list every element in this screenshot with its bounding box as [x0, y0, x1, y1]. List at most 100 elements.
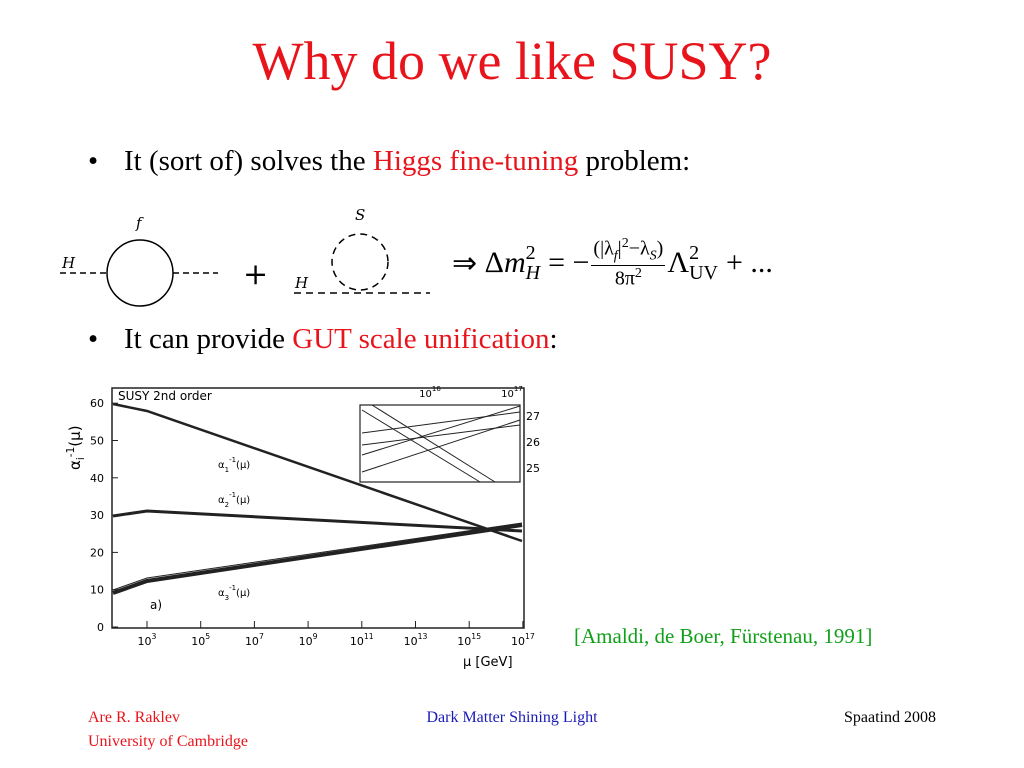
x-tick-label-exponent: 13 [418, 632, 428, 641]
formula-part: H [525, 262, 541, 285]
x-tick-label: 107 [245, 632, 264, 648]
bullet: • It (sort of) solves the Higgs fine-tuni… [88, 145, 690, 178]
y-axis-label-base: α [66, 460, 84, 470]
bullet-text: : [549, 323, 558, 355]
slide-title: Why do we like SUSY? [252, 31, 772, 91]
inset-frame [359, 404, 521, 483]
y-axis-label-sub: i [75, 457, 87, 460]
inset-y-tick-label: 26 [526, 436, 540, 449]
curve-label-base: α [218, 495, 225, 506]
y-tick-label: 20 [90, 546, 104, 559]
x-tick-label-base: 10 [457, 635, 471, 648]
unification-figure: SUSY 2nd order a) μ [GeV] 0 10 20 30 40 50 60 1… [65, 385, 540, 670]
curve-label: α1-1(μ) [218, 456, 250, 474]
inset-x-tick-label-exponent: 16 [432, 385, 441, 393]
feynman-loop-scalar [294, 233, 430, 294]
curve-label: α2-1(μ) [218, 491, 250, 509]
x-tick-label: 103 [138, 632, 157, 648]
formula-part: + ... [726, 246, 773, 280]
inset-x-tick-label-base: 10 [419, 389, 432, 400]
bullet: • It can provide GUT scale unification: [88, 323, 558, 356]
x-tick-label: 1015 [457, 632, 481, 648]
x-tick-label-base: 10 [511, 635, 525, 648]
inset-x-tick-label-exponent: 17 [514, 385, 523, 393]
x-tick-label: 109 [299, 632, 318, 648]
formula-part: 2 [525, 242, 536, 265]
inset-x-tick-label-base: 10 [501, 389, 514, 400]
formula-part: = [548, 246, 565, 280]
formula-part: 8π [614, 267, 635, 290]
y-tick-label: 10 [90, 584, 104, 597]
curve-label-sup: -1 [229, 584, 236, 592]
internal-label: f [135, 214, 144, 232]
bullet-text: problem: [578, 145, 691, 177]
external-label: H [61, 254, 76, 272]
x-tick-label-exponent: 5 [205, 632, 210, 641]
feynman-loop-fermion [60, 239, 218, 307]
curve-label: α3-1(μ) [218, 584, 250, 602]
x-tick-label-exponent: 3 [152, 632, 157, 641]
curve-label-base: α [218, 460, 225, 471]
bullet-text: It (sort of) solves the [124, 145, 373, 177]
formula-part: | [617, 237, 622, 260]
curve-label-base: α [218, 588, 225, 599]
footer-center: Dark Matter Shining Light [426, 709, 598, 726]
x-tick-label-base: 10 [191, 635, 205, 648]
x-tick-label: 1013 [404, 632, 428, 648]
formula-part: −λ [628, 237, 650, 260]
formula-part: − [572, 246, 590, 280]
external-label: H [294, 274, 309, 292]
y-tick-label: 50 [90, 435, 104, 448]
y-axis-label-sup: -1 [65, 447, 77, 457]
x-tick-label-exponent: 9 [313, 632, 318, 641]
citation: [Amaldi, de Boer, Fürstenau, 1991] [574, 624, 873, 648]
inset-bands [361, 404, 521, 483]
formula-part: 2 [621, 236, 629, 251]
x-axis-label: μ [GeV] [463, 655, 513, 670]
curve-label-sub: 3 [225, 594, 229, 602]
figure-frame [111, 387, 525, 629]
footer-author: Are R. Raklev [88, 709, 180, 726]
bullet-marker: • [88, 145, 99, 177]
formula-part: ) [656, 237, 664, 260]
x-tick-label-exponent: 17 [525, 632, 535, 641]
x-tick-label-base: 10 [404, 635, 418, 648]
curve-label-sub: 2 [225, 501, 229, 509]
curve-label-sup: -1 [229, 456, 236, 464]
curve-label-arg: (μ) [236, 495, 250, 506]
plus-sign: + [243, 257, 268, 292]
formula-part: UV [689, 262, 718, 285]
curve-label-arg: (μ) [236, 460, 250, 471]
x-tick-label-exponent: 11 [364, 632, 374, 641]
formula-part: Δ [484, 246, 504, 280]
formula-part: 2 [689, 242, 700, 265]
curve-label-arg: (μ) [236, 588, 250, 599]
footer-affiliation: University of Cambridge [88, 733, 248, 750]
formula-part: m [503, 246, 526, 280]
formula-part: S [649, 248, 657, 264]
curve-label-sub: 1 [225, 466, 229, 474]
x-tick-label-base: 10 [350, 635, 364, 648]
panel-label: a) [150, 598, 162, 612]
x-tick-label-exponent: 15 [471, 632, 481, 641]
formula-part: 2 [634, 265, 642, 281]
inset-y-tick-label: 27 [526, 410, 540, 423]
y-tick-label: 30 [90, 509, 104, 522]
inset-x-tick-label: 1017 [501, 385, 523, 400]
bullet-text: GUT scale unification [292, 323, 550, 355]
x-tick-label-base: 10 [299, 635, 313, 648]
bullet-text: It can provide [124, 323, 293, 355]
y-axis-label: αi-1(μ) [65, 425, 87, 470]
y-tick-label: 40 [90, 472, 104, 485]
x-tick-label: 1017 [511, 632, 535, 648]
inset-y-tick-label: 25 [526, 462, 540, 475]
internal-label: S [355, 206, 365, 224]
inset-x-tick-label: 1016 [419, 385, 441, 400]
x-tick-label-base: 10 [245, 635, 259, 648]
y-tick-label: 0 [97, 621, 104, 634]
x-tick-label-base: 10 [138, 635, 152, 648]
x-tick-label: 105 [191, 632, 210, 648]
